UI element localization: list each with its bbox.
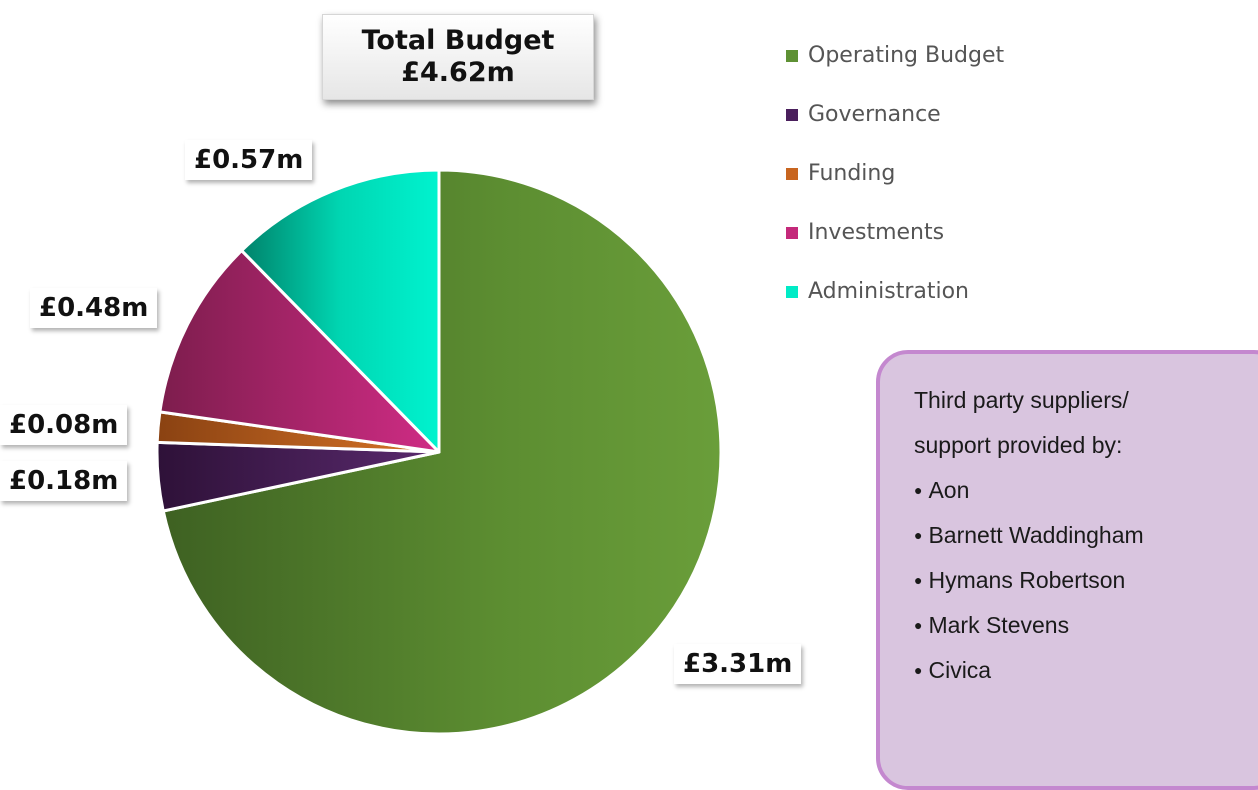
legend-item-operating-budget: Operating Budget bbox=[786, 26, 1004, 85]
legend-item-funding: Funding bbox=[786, 144, 1004, 203]
slice-label-governance: £0.18m bbox=[0, 461, 128, 501]
pie-slice-operating-budget bbox=[161, 168, 723, 736]
pie-chart bbox=[155, 168, 723, 736]
legend-swatch bbox=[786, 108, 798, 121]
legend-swatch bbox=[786, 49, 798, 62]
total-budget-title: Total Budget bbox=[361, 25, 555, 56]
pie-slice-investments bbox=[158, 249, 441, 454]
legend-item-governance: Governance bbox=[786, 85, 1004, 144]
legend-label: Investments bbox=[808, 220, 945, 245]
legend-item-administration: Administration bbox=[786, 262, 1004, 321]
supplier-item: ● Aon bbox=[914, 468, 1258, 513]
legend-label: Administration bbox=[808, 279, 969, 304]
supplier-name: Mark Stevens bbox=[928, 612, 1070, 638]
slice-label-operating-budget: £3.31m bbox=[674, 644, 802, 684]
suppliers-callout: Third party suppliers/ support provided … bbox=[876, 350, 1258, 790]
supplier-item: ● Barnett Waddingham bbox=[914, 513, 1258, 558]
supplier-name: Barnett Waddingham bbox=[928, 522, 1144, 548]
legend-swatch bbox=[786, 285, 798, 298]
total-budget-box: Total Budget £4.62m bbox=[322, 14, 594, 100]
bullet-icon: ● bbox=[914, 527, 923, 543]
bullet-icon: ● bbox=[914, 662, 923, 678]
legend-swatch bbox=[786, 226, 798, 239]
legend-label: Governance bbox=[808, 102, 941, 127]
suppliers-list: ● Aon ● Barnett Waddingham ● Hymans Roberts… bbox=[914, 468, 1258, 693]
supplier-item: ● Hymans Robertson bbox=[914, 558, 1258, 603]
slice-label-administration: £0.57m bbox=[185, 140, 313, 180]
supplier-item: ● Mark Stevens bbox=[914, 603, 1258, 648]
bullet-icon: ● bbox=[914, 572, 923, 588]
suppliers-heading-line: support provided by: bbox=[914, 432, 1123, 458]
chart-legend: Operating Budget Governance Funding Inve… bbox=[786, 26, 1004, 321]
bullet-icon: ● bbox=[914, 617, 923, 633]
slice-label-investments: £0.48m bbox=[30, 288, 158, 328]
legend-label: Funding bbox=[808, 161, 896, 186]
supplier-item: ● Civica bbox=[914, 648, 1258, 693]
legend-item-investments: Investments bbox=[786, 203, 1004, 262]
supplier-name: Civica bbox=[928, 657, 992, 683]
legend-swatch bbox=[786, 167, 798, 180]
slice-label-funding: £0.08m bbox=[0, 405, 128, 445]
supplier-name: Aon bbox=[928, 477, 970, 503]
supplier-name: Hymans Robertson bbox=[928, 567, 1126, 593]
pie-slice-administration bbox=[240, 168, 441, 454]
total-budget-value: £4.62m bbox=[401, 57, 515, 88]
bullet-icon: ● bbox=[914, 482, 923, 498]
legend-label: Operating Budget bbox=[808, 43, 1005, 68]
suppliers-heading-line: Third party suppliers/ bbox=[914, 387, 1129, 413]
suppliers-heading: Third party suppliers/ support provided … bbox=[914, 378, 1258, 468]
